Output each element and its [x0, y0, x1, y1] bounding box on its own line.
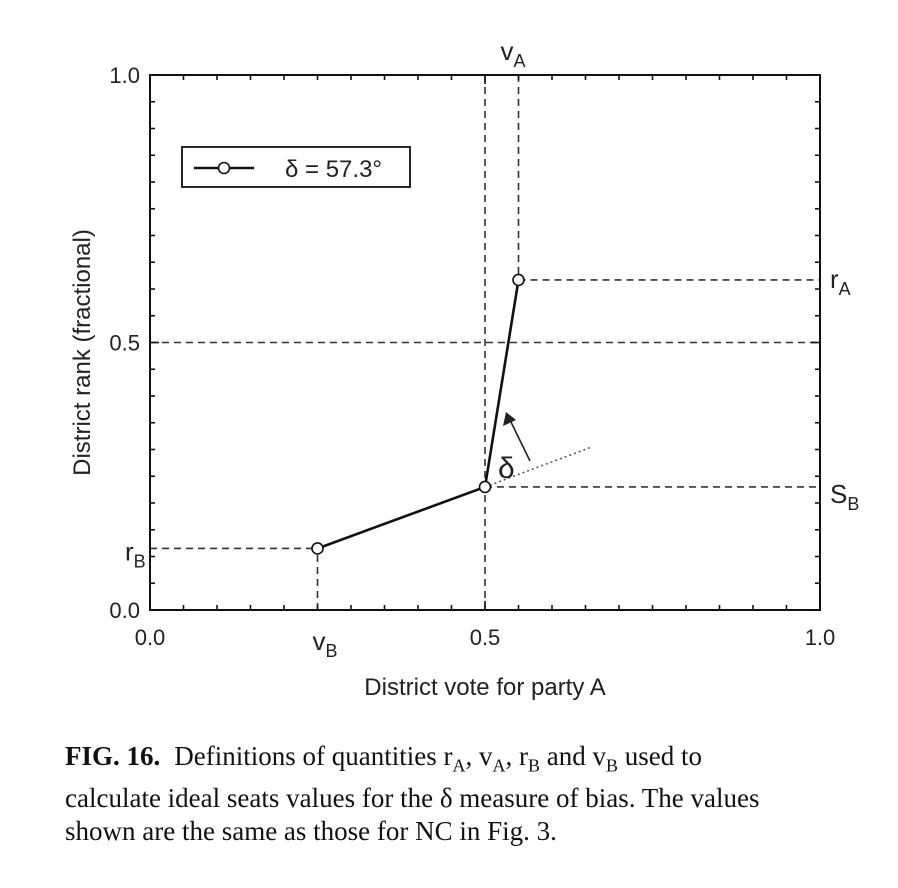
y-tick-label: 0.0	[109, 598, 140, 623]
figure-caption: FIG. 16. Definitions of quantities rA, vA…	[65, 740, 865, 848]
axis-ticks	[149, 74, 821, 611]
caption-line-1: FIG. 16. Definitions of quantities rA, vA…	[65, 741, 702, 776]
y-axis-label: District rank (fractional)	[69, 229, 96, 476]
caption-line-3: shown are the same as those for NC in Fi…	[65, 816, 557, 847]
data-point	[478, 480, 492, 494]
reference-dotted-line	[484, 446, 593, 488]
vb-label: vB	[313, 626, 338, 661]
x-tick-label: 1.0	[805, 625, 836, 650]
legend: δ = 57.3°	[181, 146, 411, 188]
x-tick-label: 0.5	[470, 625, 501, 650]
data-point	[311, 542, 324, 555]
caption-line-2: calculate ideal seats values for the δ m…	[65, 783, 760, 814]
legend-marker	[217, 161, 231, 175]
rb-label: rB	[125, 536, 146, 571]
series-points	[311, 273, 525, 555]
sb-label: SB	[830, 479, 859, 514]
data-point	[512, 273, 525, 287]
series-line	[317, 279, 520, 550]
caption-figure-label: FIG. 16.	[65, 741, 161, 771]
ra-label: rA	[830, 264, 851, 299]
y-tick-label: 0.5	[109, 331, 140, 356]
guide-lines	[150, 75, 820, 610]
x-axis-label: District vote for party A	[364, 674, 605, 701]
delta-label: δ	[498, 452, 515, 485]
y-tick-label: 1.0	[109, 63, 140, 88]
va-label: vA	[501, 36, 526, 71]
x-tick-label: 0.0	[135, 625, 166, 650]
legend-label: δ = 57.3°	[285, 156, 382, 183]
delta-arrow	[503, 412, 531, 462]
chart: δ 0.0 0.5 1.0 0.0 0.5 1.0 District vote …	[69, 36, 859, 701]
